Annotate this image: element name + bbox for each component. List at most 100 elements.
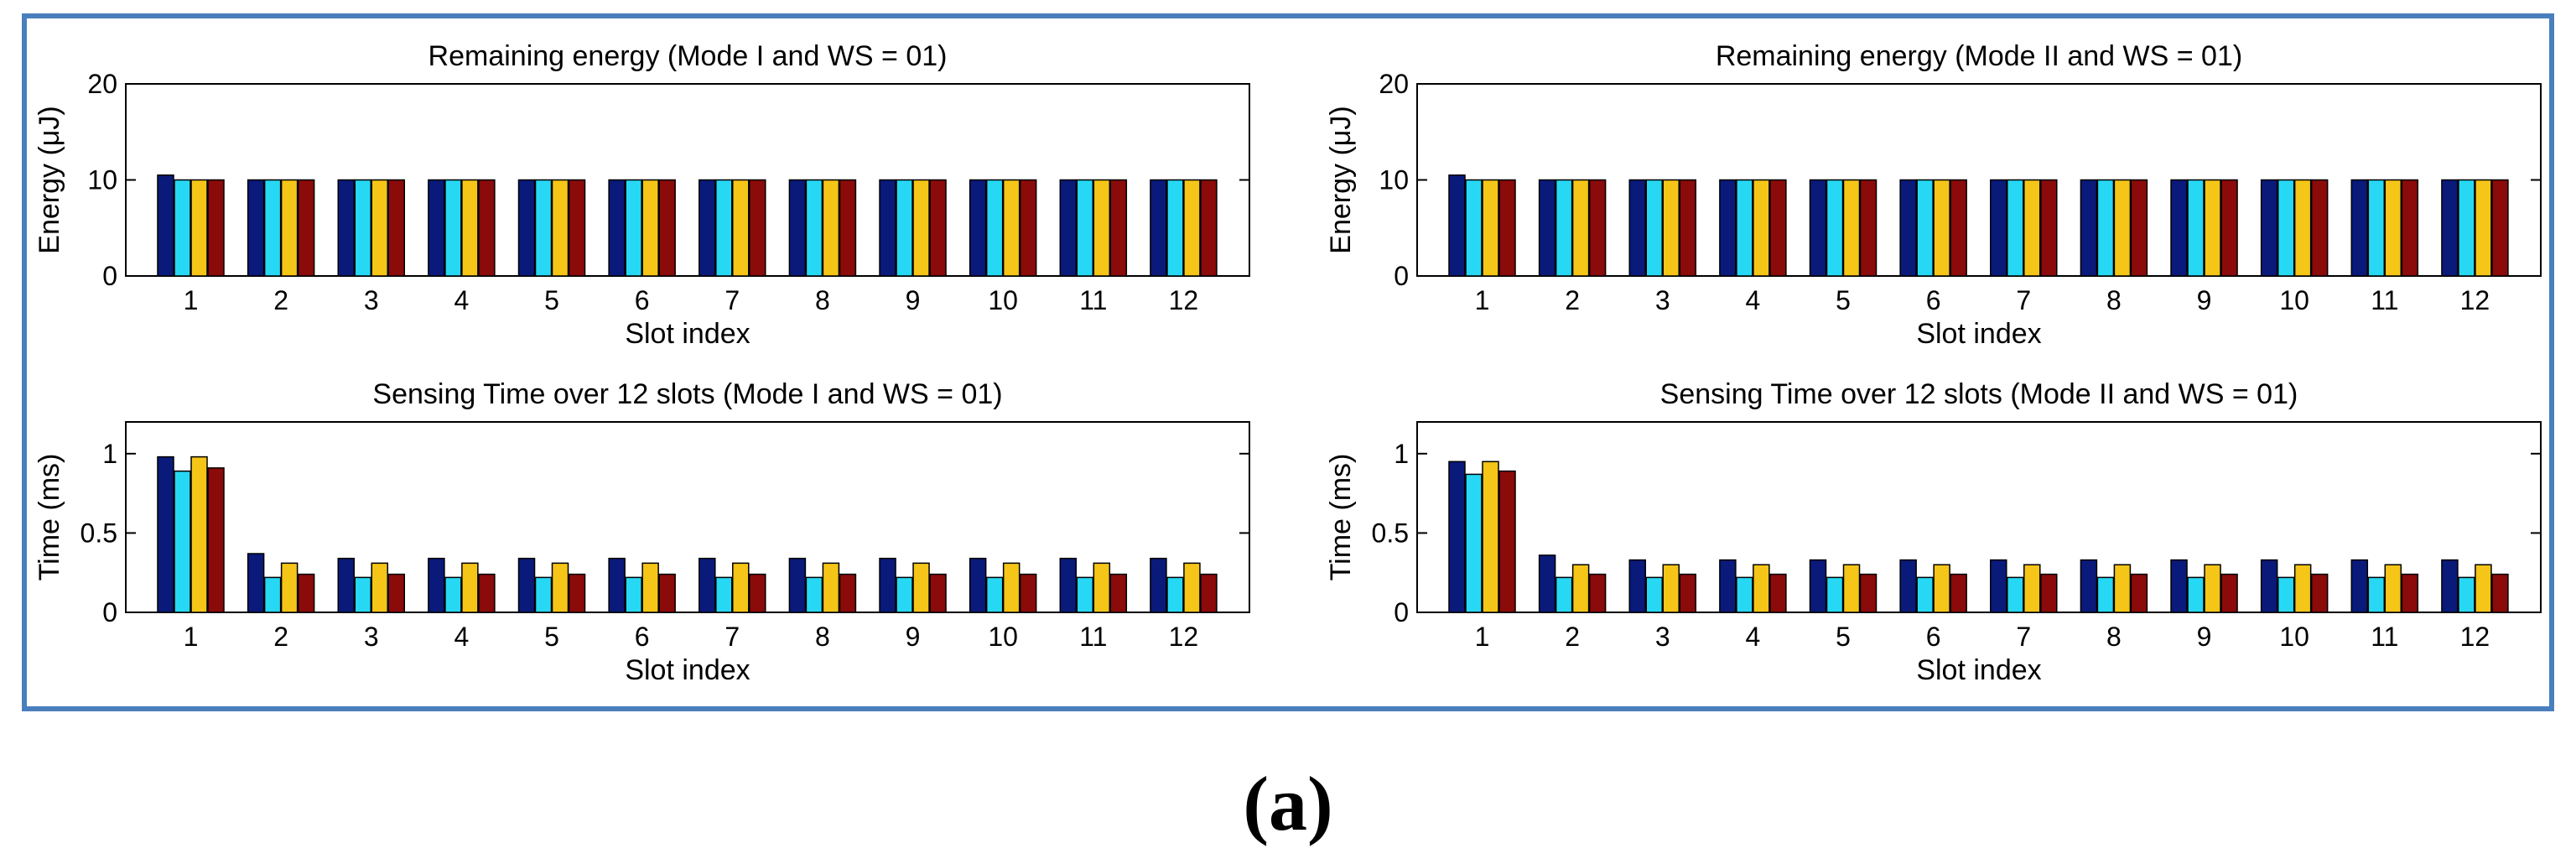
bar [2384,564,2402,613]
x-tick-label: 11 [2371,285,2398,315]
bar [2367,576,2386,613]
bar [1719,559,1737,613]
bar [879,179,896,277]
bar [1809,179,1827,277]
y-tick-label: 0 [1394,597,1409,627]
bar [969,557,987,613]
bar [387,179,406,277]
bar [1571,179,1590,277]
bar [2401,179,2419,277]
bar [1555,179,1573,277]
x-tick-label: 1 [184,622,199,652]
bar [1990,559,2007,613]
bar [2491,573,2509,613]
bar [2204,179,2221,277]
bar [1679,179,1697,277]
x-tick-label: 9 [2197,622,2212,652]
bar [534,576,553,613]
bar [788,179,807,277]
y-axis-label: Energy (μJ) [1325,106,1357,253]
x-tick-label: 1 [1475,622,1490,652]
bar [354,179,372,277]
bar [371,562,389,613]
x-tick-label: 10 [2279,622,2309,652]
bar [1736,179,1753,277]
bar [608,557,626,613]
y-tick-label: 10 [87,165,117,195]
bar [2293,564,2312,613]
x-tick-label: 12 [1169,285,1199,315]
x-tick-label: 2 [273,285,288,315]
x-tick-label: 6 [1926,622,1941,652]
x-tick-label: 2 [1565,622,1580,652]
bar [551,562,569,613]
x-tick-label: 11 [1079,285,1107,315]
bar [699,557,716,613]
bar [822,562,840,613]
bar [478,573,496,613]
x-tick-label: 1 [184,285,199,315]
bar [749,179,766,277]
bar [1916,576,1934,613]
bar [1662,179,1680,277]
bar [2277,576,2295,613]
bar [2080,179,2098,277]
bar [444,576,462,613]
bar [2130,573,2148,613]
bar [1482,179,1499,277]
bar [1002,562,1021,613]
bar [1753,564,1770,613]
x-tick-label: 4 [1745,622,1760,652]
bar [2220,573,2238,613]
bar [1753,179,1770,277]
x-axis-label: Slot index [1916,654,2041,686]
bar [641,179,659,277]
x-tick-label: 5 [544,622,559,652]
bar [2023,564,2041,613]
bar [1150,557,1167,613]
bar [1538,554,1556,613]
bar [1465,179,1483,277]
y-tick-label: 1 [1394,439,1409,469]
chart-title: Remaining energy (Mode II and WS = 01) [1716,40,2242,72]
x-tick-label: 2 [1565,285,1580,315]
bar [444,179,462,277]
bar [247,179,265,277]
x-tick-label: 9 [906,622,921,652]
bar [1498,179,1516,277]
bar [174,179,191,277]
bar [568,573,586,613]
x-axis-label: Slot index [625,318,750,350]
bar [1093,562,1111,613]
bar [1859,179,1877,277]
bar [1019,179,1037,277]
x-tick-label: 9 [906,285,921,315]
x-axis-label: Slot index [1916,318,2041,350]
bar [2350,559,2369,613]
bar [461,562,479,613]
bar [1719,179,1737,277]
bar [608,179,626,277]
bar [297,573,315,613]
y-tick-label: 1 [102,439,117,469]
bar [337,179,356,277]
bar [1093,179,1111,277]
bar [2113,179,2132,277]
bar [2007,179,2024,277]
bar [2220,179,2238,277]
chart-title: Sensing Time over 12 slots (Mode I and W… [372,378,1002,410]
bar [1166,179,1184,277]
bar [2277,179,2295,277]
bar [551,179,569,277]
bar [2113,564,2132,613]
bar [1933,564,1950,613]
bar [1109,573,1128,613]
bar [2080,559,2098,613]
bar [1076,576,1094,613]
x-tick-label: 11 [2371,622,2398,652]
bar [1826,576,1844,613]
bar [174,470,191,613]
bar [839,573,857,613]
